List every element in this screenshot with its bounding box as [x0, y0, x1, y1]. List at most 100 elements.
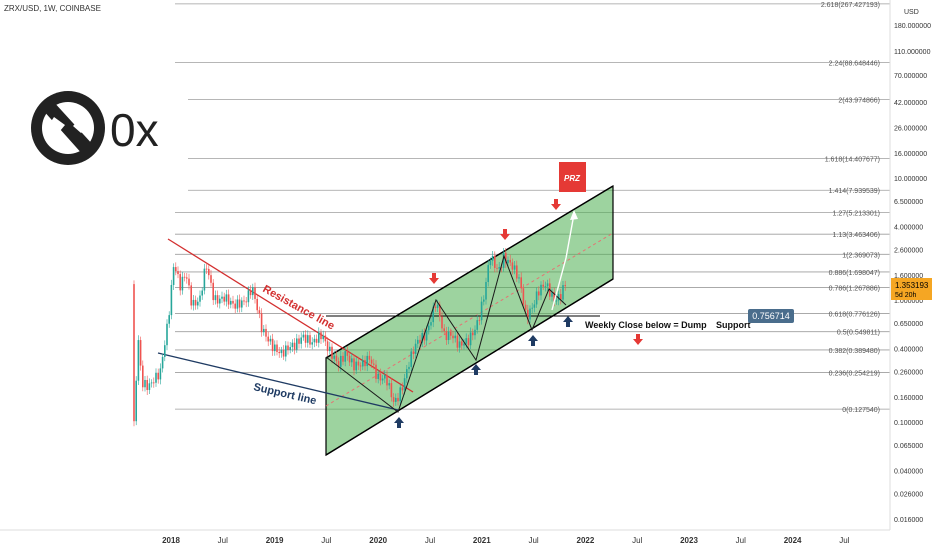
candle-body — [278, 351, 280, 354]
symbol-title: ZRX/USD, 1W, COINBASE — [4, 4, 101, 13]
candle-body — [227, 294, 230, 305]
candle-body — [150, 382, 153, 384]
candle-body — [282, 350, 285, 357]
candle-body — [557, 294, 560, 301]
candle-body — [159, 368, 162, 380]
candle-body — [485, 281, 487, 300]
candle-body — [507, 259, 509, 264]
candle-body — [199, 295, 201, 302]
candle-body — [355, 361, 357, 371]
y-tick-label: 26.000000 — [894, 125, 927, 132]
candle-body — [522, 288, 525, 305]
candle-body — [155, 372, 157, 383]
candle-body — [287, 345, 289, 350]
candle-body — [529, 308, 531, 320]
candle-body — [544, 286, 547, 288]
candle-body — [362, 360, 364, 367]
candle-body — [414, 343, 417, 354]
prz-label: PRZ — [564, 174, 581, 183]
candle-body — [232, 300, 234, 304]
candle-body — [553, 292, 555, 302]
candle-body — [562, 285, 564, 300]
projection-path — [551, 213, 575, 311]
candle-body — [511, 262, 514, 270]
candle-body — [513, 265, 516, 270]
candle-body — [234, 303, 236, 309]
candle-body — [249, 290, 252, 296]
fib-label: 0.382(0.389480) — [829, 348, 880, 355]
candle-body — [397, 397, 399, 402]
candle-body — [139, 340, 142, 366]
candle-body — [289, 347, 291, 350]
candle-body — [456, 335, 459, 348]
candle-body — [197, 301, 199, 306]
candle-body — [161, 356, 164, 369]
candle-body — [509, 259, 511, 263]
fib-label: 0.786(1.267886) — [829, 285, 880, 292]
x-axis: 2018 Jul 2019 Jul 2020 Jul 2021 Jul 2022 Jul 2023 J… — [0, 529, 890, 545]
y-tick-label: 0.650000 — [894, 321, 923, 328]
x-tick-label: Jul — [425, 536, 435, 545]
candle-body — [454, 335, 456, 339]
y-tick-label: 1.000000 — [894, 298, 923, 305]
down-arrow-icon — [633, 334, 643, 345]
candle-body — [406, 369, 408, 379]
candle-body — [357, 361, 360, 366]
candle-body — [527, 309, 529, 320]
candle-body — [245, 301, 247, 303]
candle-body — [188, 278, 190, 286]
candle-body — [146, 379, 148, 390]
candle-body — [439, 304, 441, 317]
candle-body — [564, 285, 566, 287]
candle-body — [172, 267, 175, 285]
candle-body — [322, 335, 324, 340]
candle-body — [458, 341, 461, 348]
y-tick-label: 0.065000 — [894, 443, 923, 450]
candle-body — [153, 382, 155, 384]
y-tick-label: 0.016000 — [894, 517, 923, 524]
candle-body — [210, 275, 212, 283]
candle-body — [230, 300, 232, 305]
candle-body — [256, 298, 258, 311]
y-tick-label: 2.600000 — [894, 247, 923, 254]
candle-body — [366, 355, 368, 367]
candle-body — [421, 333, 423, 343]
candle-body — [401, 387, 404, 391]
x-tick-label: Jul — [321, 536, 331, 545]
x-tick-label: Jul — [736, 536, 746, 545]
candle-body — [203, 268, 206, 291]
candle-body — [201, 290, 203, 296]
candle-body — [379, 373, 382, 381]
down-arrow-icon — [500, 229, 510, 240]
fib-label: 1.618(14.407677) — [825, 157, 880, 164]
candle-body — [164, 345, 166, 357]
candle-body — [329, 346, 331, 352]
projection-arrowhead — [570, 210, 578, 220]
up-arrow-icon — [528, 335, 538, 346]
candle-body — [302, 334, 305, 338]
x-tick-label: Jul — [632, 536, 642, 545]
candle-body — [381, 378, 384, 381]
x-tick-label: 2020 — [369, 536, 387, 545]
fib-grid — [175, 3, 890, 410]
candle-body — [298, 338, 300, 344]
candle-body — [390, 383, 393, 398]
x-tick-label: 2024 — [784, 536, 802, 545]
candle-body — [384, 375, 386, 379]
candle-body — [375, 364, 377, 379]
candle-body — [335, 355, 338, 362]
y-tick-label: 0.100000 — [894, 420, 923, 427]
candle-body — [243, 300, 245, 302]
currency-label: USD — [904, 9, 919, 16]
candle-body — [269, 338, 272, 342]
y-tick-label: 16.000000 — [894, 151, 927, 158]
candle-body — [293, 342, 296, 350]
candle-body — [192, 299, 195, 306]
candle-body — [443, 328, 445, 332]
candle-body — [276, 344, 278, 352]
candle-body — [551, 292, 553, 297]
candle-body — [313, 338, 316, 343]
candle-body — [546, 283, 549, 287]
candle-body — [494, 255, 496, 268]
